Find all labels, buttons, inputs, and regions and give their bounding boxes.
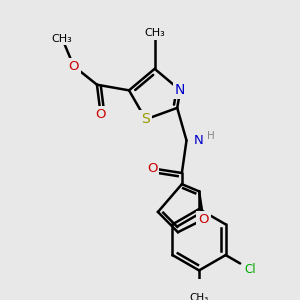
Text: O: O — [147, 162, 157, 175]
Text: O: O — [198, 213, 208, 226]
Text: S: S — [141, 112, 150, 126]
Text: CH₃: CH₃ — [52, 34, 73, 44]
Text: CH₃: CH₃ — [144, 28, 165, 38]
Text: N: N — [175, 83, 185, 97]
Text: O: O — [68, 60, 79, 73]
Text: Cl: Cl — [244, 262, 256, 275]
Text: H: H — [207, 131, 215, 141]
Text: N: N — [194, 134, 204, 147]
Text: O: O — [95, 108, 106, 121]
Text: CH₃: CH₃ — [189, 293, 209, 300]
